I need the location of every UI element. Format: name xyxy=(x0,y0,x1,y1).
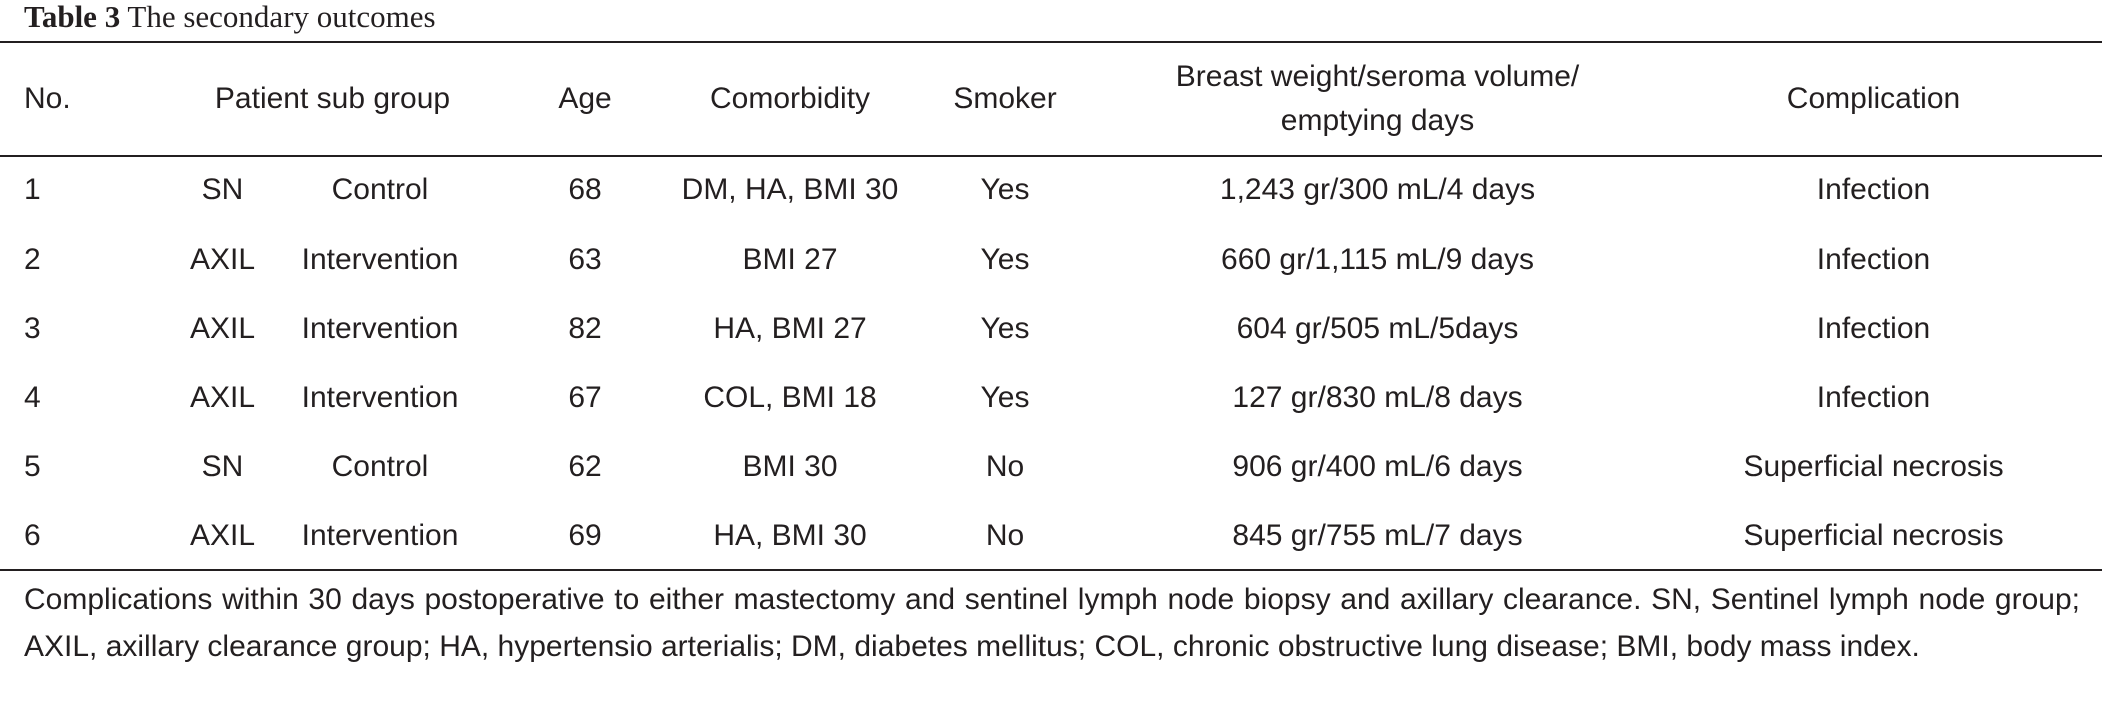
cell-age: 67 xyxy=(568,380,602,414)
cell-group: SN xyxy=(201,449,244,483)
header-comorbidity: Comorbidity xyxy=(709,82,871,115)
table-row: 3 AXIL Intervention 82 HA, BMI 27 Yes 60… xyxy=(0,294,2102,363)
cell-breast-weight: 604 gr/505 mL/5days xyxy=(1236,311,1519,345)
cell-group: AXIL xyxy=(189,242,256,276)
cell-smoker: Yes xyxy=(980,242,1030,276)
cell-comorbidity: HA, BMI 27 xyxy=(713,311,867,345)
header-breast-weight-line1: Breast weight/seroma volume/ xyxy=(1175,60,1580,93)
bottom-rule xyxy=(0,569,2102,571)
header-age: Age xyxy=(558,82,612,115)
cell-no: 6 xyxy=(24,518,41,552)
cell-no: 1 xyxy=(24,173,41,206)
header-rule xyxy=(0,155,2102,157)
cell-age: 63 xyxy=(568,242,602,276)
cell-arm: Control xyxy=(331,173,429,206)
table-row: 5 SN Control 62 BMI 30 No 906 gr/400 mL/… xyxy=(0,432,2102,501)
header-patient-sub-group: Patient sub group xyxy=(214,82,451,115)
table-title: The secondary outcomes xyxy=(127,0,436,34)
table-row: 1 SN Control 68 DM, HA, BMI 30 Yes 1,243… xyxy=(0,155,2102,225)
secondary-outcomes-table: No. Patient sub group Age Comorbidity Sm… xyxy=(0,43,2102,570)
cell-breast-weight: 845 gr/755 mL/7 days xyxy=(1232,518,1523,552)
top-rule xyxy=(0,41,2102,43)
cell-arm: Control xyxy=(331,449,429,483)
table-label: Table 3 xyxy=(24,0,121,34)
table-row: 6 AXIL Intervention 69 HA, BMI 30 No 845… xyxy=(0,501,2102,570)
cell-comorbidity: BMI 30 xyxy=(742,449,838,483)
table-footnote: Complications within 30 days postoperati… xyxy=(24,583,2080,663)
cell-arm: Intervention xyxy=(301,311,459,345)
cell-group: AXIL xyxy=(189,311,256,345)
cell-smoker: No xyxy=(985,518,1025,552)
table-row: 2 AXIL Intervention 63 BMI 27 Yes 660 gr… xyxy=(0,225,2102,294)
cell-complication: Infection xyxy=(1816,311,1931,345)
cell-age: 82 xyxy=(568,311,602,345)
cell-breast-weight: 127 gr/830 mL/8 days xyxy=(1232,380,1523,414)
cell-no: 2 xyxy=(24,242,41,276)
cell-no: 3 xyxy=(24,311,41,345)
cell-comorbidity: HA, BMI 30 xyxy=(713,518,867,552)
header-breast-weight-line2: emptying days xyxy=(1280,104,1475,137)
cell-complication: Superficial necrosis xyxy=(1743,449,2004,483)
cell-group: SN xyxy=(201,173,244,206)
cell-smoker: Yes xyxy=(980,311,1030,345)
cell-comorbidity: DM, HA, BMI 30 xyxy=(681,173,899,206)
cell-group: AXIL xyxy=(189,380,256,414)
header-no: No. xyxy=(24,82,71,115)
cell-age: 62 xyxy=(568,449,602,483)
cell-breast-weight: 660 gr/1,115 mL/9 days xyxy=(1221,242,1534,276)
cell-arm: Intervention xyxy=(301,380,459,414)
cell-no: 5 xyxy=(24,449,41,483)
header-breast-weight: Breast weight/seroma volume/ emptying da… xyxy=(1110,43,1645,155)
cell-comorbidity: COL, BMI 18 xyxy=(703,380,877,414)
cell-arm: Intervention xyxy=(301,242,459,276)
cell-breast-weight: 906 gr/400 mL/6 days xyxy=(1232,449,1523,483)
cell-smoker: No xyxy=(985,449,1025,483)
cell-complication: Infection xyxy=(1816,173,1931,206)
header-smoker: Smoker xyxy=(953,82,1057,115)
cell-group: AXIL xyxy=(189,518,256,552)
cell-arm: Intervention xyxy=(301,518,459,552)
cell-age: 69 xyxy=(568,518,602,552)
table-row: 4 AXIL Intervention 67 COL, BMI 18 Yes 1… xyxy=(0,363,2102,432)
cell-no: 4 xyxy=(24,380,41,414)
cell-age: 68 xyxy=(568,173,602,206)
cell-complication: Infection xyxy=(1816,242,1931,276)
cell-comorbidity: BMI 27 xyxy=(742,242,838,276)
header-row: No. Patient sub group Age Comorbidity Sm… xyxy=(0,43,2102,155)
header-complication: Complication xyxy=(1786,82,1961,115)
cell-breast-weight: 1,243 gr/300 mL/4 days xyxy=(1219,173,1536,206)
cell-smoker: Yes xyxy=(980,173,1030,206)
cell-complication: Superficial necrosis xyxy=(1743,518,2004,552)
cell-complication: Infection xyxy=(1816,380,1931,414)
table-caption: Table 3 The secondary outcomes xyxy=(24,0,436,34)
cell-smoker: Yes xyxy=(980,380,1030,414)
